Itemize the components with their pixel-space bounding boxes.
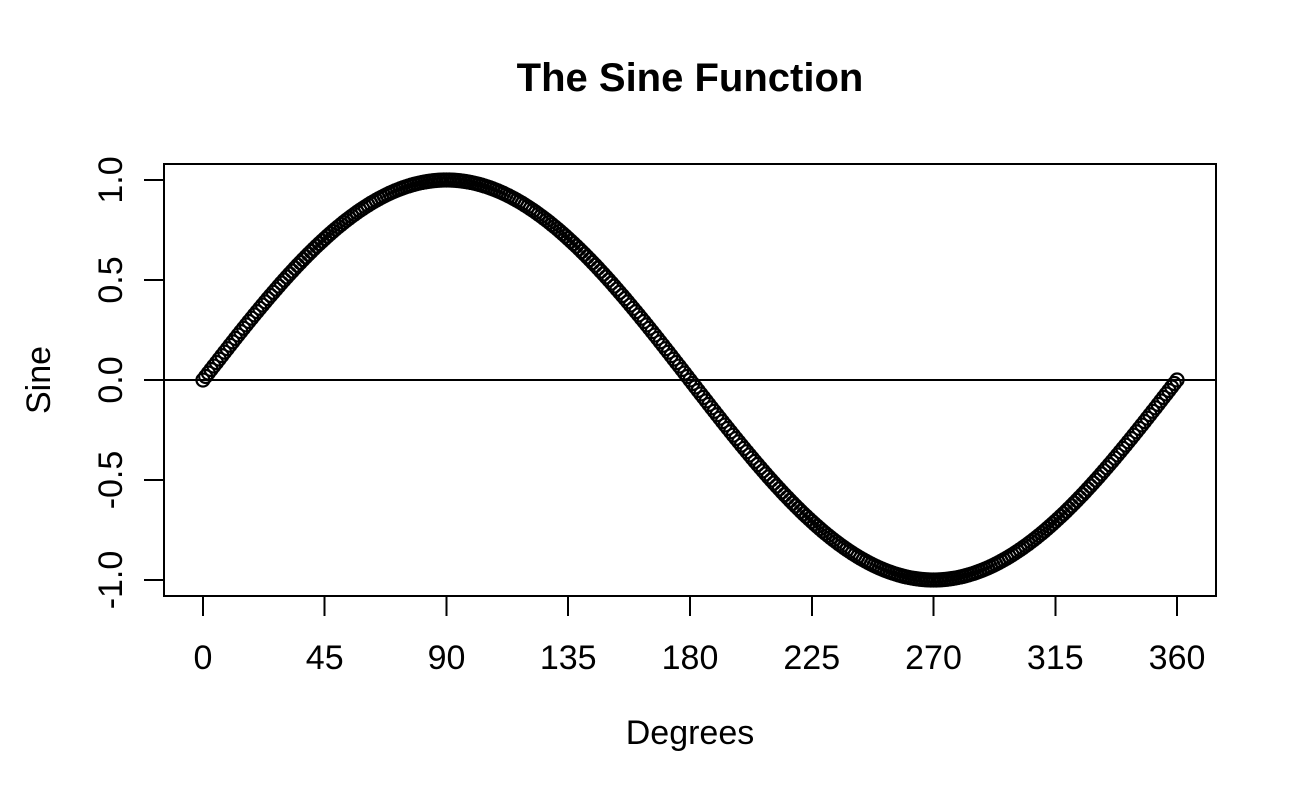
x-tick-label: 315 <box>1027 639 1084 677</box>
y-tick-label: -1.0 <box>92 551 130 610</box>
data-point-circle <box>1166 375 1182 392</box>
chart-title: The Sine Function <box>516 56 864 100</box>
x-tick-label: 360 <box>1149 639 1206 677</box>
x-tick-label: 0 <box>194 639 213 677</box>
x-tick-label: 225 <box>783 639 840 677</box>
y-tick-label: -0.5 <box>92 451 130 510</box>
y-tick-label: 0.5 <box>92 256 130 303</box>
y-axis-label: Sine <box>19 345 58 415</box>
x-tick-label: 45 <box>306 639 344 677</box>
y-tick-label: 0.0 <box>92 356 130 403</box>
data-point-circle <box>1169 372 1185 388</box>
x-tick-label: 180 <box>662 639 719 677</box>
x-tick-label: 135 <box>540 639 597 677</box>
x-tick-label: 90 <box>428 639 466 677</box>
x-tick-label: 270 <box>905 639 962 677</box>
y-tick-label: 1.0 <box>92 156 130 203</box>
x-axis-label: Degrees <box>625 714 755 752</box>
